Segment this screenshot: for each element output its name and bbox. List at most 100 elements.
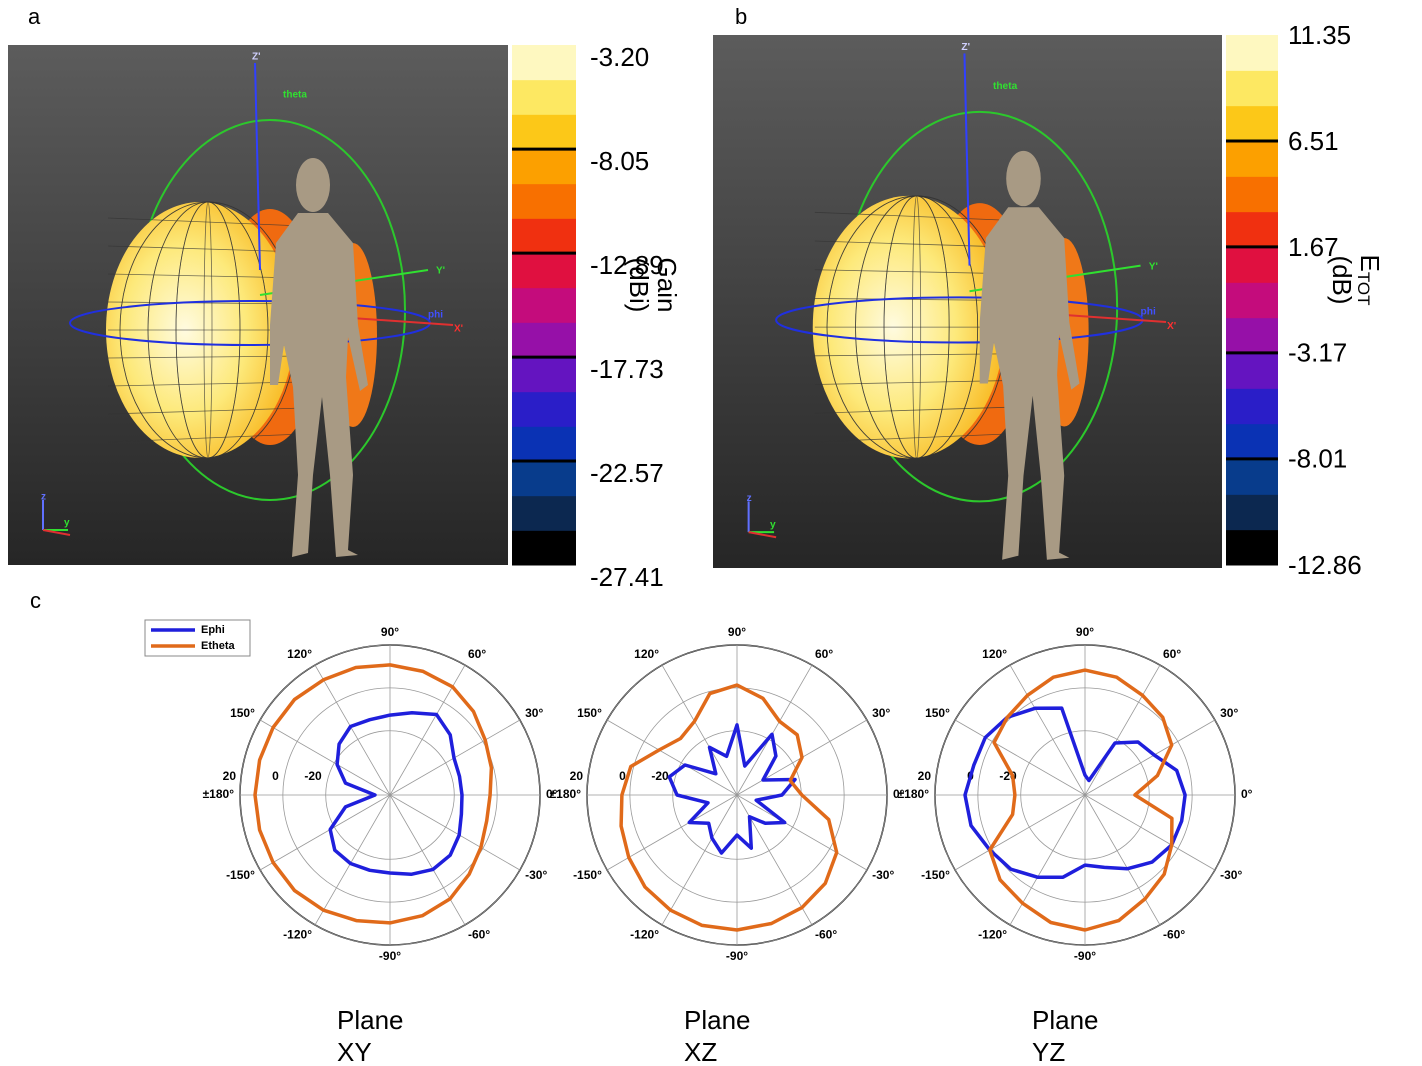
color-band [1226,70,1278,107]
grid-spoke [1084,719,1216,796]
color-band [1226,211,1278,248]
label-main: E [1355,254,1385,271]
theta-tick-label: -30° [1220,868,1242,882]
theta-tick-label: 0° [546,787,558,801]
z-axis [963,53,971,266]
grid-spoke [314,664,391,796]
render-label: phi [1141,306,1156,317]
r-tick-label: 20 [918,769,932,783]
triad [42,529,71,536]
tick-label: -17.73 [590,354,664,384]
render-label: theta [283,90,307,101]
render-label: y [770,520,776,531]
color-band [512,391,576,427]
color-band [1226,423,1278,460]
theta-tick-label: -90° [379,949,401,963]
plane-label: Plane XZ [684,1005,751,1066]
color-band [512,253,576,289]
r-tick-label: -20 [304,769,322,783]
color-band [1226,388,1278,425]
color-band [1226,529,1278,566]
grid-spoke [954,719,1086,796]
colorbar-label: ETOT(dB) [1327,254,1385,305]
theta-tick-label: -150° [573,868,602,882]
triad [748,531,777,539]
color-band [512,45,576,81]
z-axis [254,62,261,271]
series-line [619,683,839,932]
theta-tick-label: -30° [872,868,894,882]
panel-label: c [30,588,41,613]
theta-tick-label: -120° [630,927,659,941]
color-band [1226,282,1278,319]
theta-tick-label: 120° [287,647,312,661]
theta-tick-label: 120° [982,647,1007,661]
color-band [1226,105,1278,142]
grid-spoke [1009,664,1086,796]
tick-label: -27.41 [590,562,664,592]
r-tick-label: 0 [272,769,279,783]
render-label: y [64,518,70,529]
theta-tick-label: 90° [381,625,399,639]
grid-spoke [606,719,738,796]
body-head [1006,150,1041,207]
plane-label: Plane YZ [1032,1005,1099,1066]
color-band [512,357,576,393]
theta-tick-label: 60° [815,647,833,661]
theta-tick-label: 0° [893,787,905,801]
colorbar-label: Gain(dBi) [624,258,682,313]
label-unit: (dB) [1327,255,1357,304]
render-label: Y' [436,266,445,277]
color-band [512,149,576,185]
color-band [512,461,576,497]
mesh-line [107,245,304,253]
render-label: X' [1167,321,1176,332]
mesh-line [814,433,1014,443]
tick-label: 1.67 [1288,232,1339,262]
theta-tick-label: -60° [1163,927,1185,941]
series-line [328,711,464,877]
mesh-line [107,273,304,279]
mesh-line [814,240,1014,248]
series-line [988,668,1174,932]
theta-tick-label: 30° [525,706,543,720]
tick-label: 6.51 [1288,126,1339,156]
mesh-line [107,407,304,415]
theta-tick-label: -90° [726,949,748,963]
r-tick-label: -20 [651,769,669,783]
render-label: z [41,492,46,503]
theta-tick-label: -150° [226,868,255,882]
mesh-line [814,269,1014,275]
theta-tick-label: 120° [634,647,659,661]
theta-tick-label: 150° [230,706,255,720]
color-band [1226,141,1278,177]
grid-spoke [1084,794,1161,926]
color-band [512,322,576,358]
tick-label: 11.35 [1288,20,1351,50]
theta-tick-label: 60° [1163,647,1181,661]
theta-tick-label: 30° [872,706,890,720]
grid-spoke [389,794,466,926]
legend-label: Ephi [201,624,225,636]
theta-tick-label: -60° [468,927,490,941]
render-label: z [747,493,752,504]
theta-tick-label: 150° [925,706,950,720]
label-sub: TOT [1354,272,1373,306]
color-band [512,495,576,531]
label-main: Gain [652,258,682,313]
theta-tick-label: -30° [525,868,547,882]
r-tick-label: 0 [619,769,626,783]
color-band [1226,176,1278,213]
mesh-line [107,301,304,305]
color-band [1226,353,1278,389]
plane-label: Plane XY [337,1005,404,1066]
render-label: X' [454,324,463,335]
color-band [512,426,576,462]
radiation-render: Z' theta Y' phi X' z y [41,52,463,557]
color-band [512,218,576,254]
render-label: phi [428,310,443,321]
theta-tick-label: ±180° [203,787,235,801]
body [270,213,368,557]
radiation-render: Z' theta Y' phi X' z y [747,42,1176,560]
color-band [512,530,576,566]
